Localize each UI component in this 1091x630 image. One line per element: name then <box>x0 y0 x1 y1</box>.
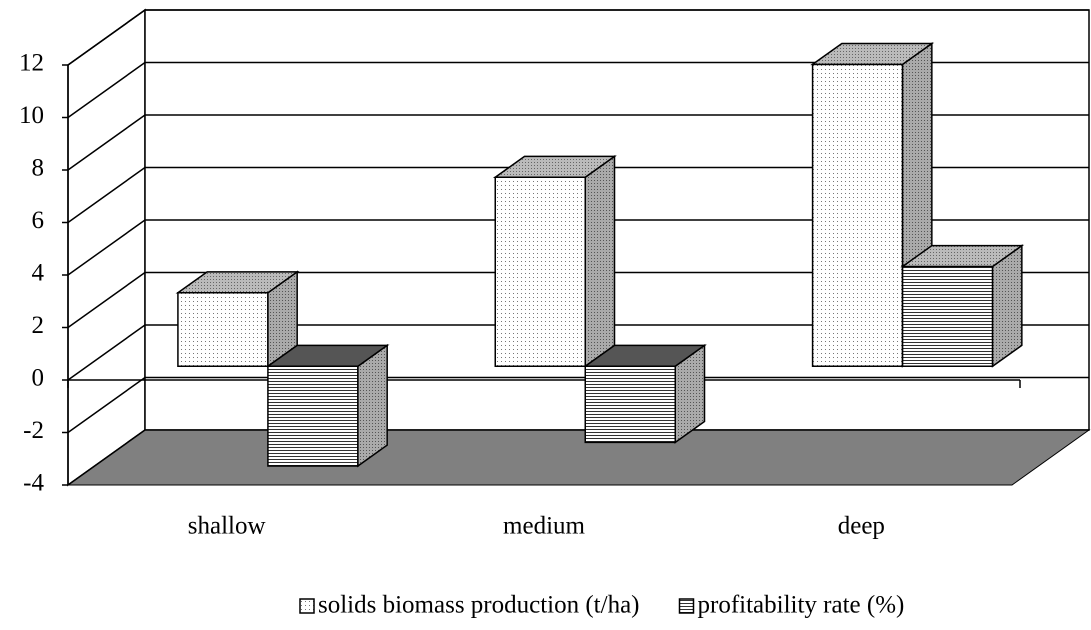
legend-swatch <box>299 598 315 614</box>
grid-line <box>67 271 1089 329</box>
y-tick-label: -2 <box>23 417 44 444</box>
x-tick-label: deep <box>838 513 885 540</box>
bar-top <box>582 344 707 367</box>
y-tick-label: 0 <box>32 365 45 392</box>
grid-line <box>67 114 1089 171</box>
bar-top <box>810 42 935 66</box>
bar-front <box>494 176 586 367</box>
bar-side <box>584 154 616 368</box>
bar-top <box>492 155 617 178</box>
bar-front <box>811 63 904 367</box>
bar-top <box>265 344 390 367</box>
bar-front <box>177 292 269 367</box>
legend-label: profitability rate (%) <box>698 592 905 619</box>
grid-line <box>67 219 1089 276</box>
bar-front <box>901 265 994 367</box>
floor <box>66 429 1091 486</box>
legend-label: solids biomass production (t/ha) <box>318 592 640 619</box>
bar-front <box>267 365 359 467</box>
bar-top <box>175 271 300 294</box>
x-tick-label: shallow <box>188 513 266 540</box>
legend-swatch <box>678 598 695 614</box>
y-tick-label: 6 <box>32 207 45 234</box>
y-tick-label: 8 <box>32 155 45 182</box>
grid-line <box>67 9 1089 66</box>
grid-line <box>67 61 1089 119</box>
y-tick-label: 12 <box>19 50 44 77</box>
grid-line <box>67 324 1089 381</box>
x-tick-label: medium <box>503 513 585 540</box>
grid-line <box>67 429 1089 486</box>
y-tick-label: -4 <box>23 470 44 497</box>
grid-line <box>67 376 1089 434</box>
bar-top <box>900 244 1025 268</box>
y-tick-label: 4 <box>32 260 45 287</box>
y-tick-label: 2 <box>32 312 45 339</box>
grid-line <box>67 166 1089 224</box>
y-tick-label: 10 <box>19 102 44 129</box>
bar-front <box>584 365 676 444</box>
